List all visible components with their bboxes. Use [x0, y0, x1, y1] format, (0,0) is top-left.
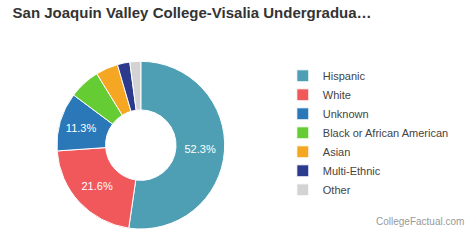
- svg-text:Multi-Ethnic: Multi-Ethnic: [323, 165, 381, 177]
- svg-text:Hispanic: Hispanic: [323, 70, 366, 82]
- svg-text:52.3%: 52.3%: [184, 143, 215, 155]
- svg-text:CollegeFactual.com: CollegeFactual.com: [376, 216, 464, 227]
- svg-text:Black or African American: Black or African American: [323, 127, 448, 139]
- svg-text:Other: Other: [323, 184, 351, 196]
- svg-text:Unknown: Unknown: [323, 108, 369, 120]
- svg-text:Asian: Asian: [323, 146, 351, 158]
- svg-text:San Joaquin Valley College-Vis: San Joaquin Valley College-Visalia Under…: [13, 4, 372, 21]
- svg-text:White: White: [323, 89, 351, 101]
- svg-text:21.6%: 21.6%: [81, 180, 112, 192]
- svg-text:11.3%: 11.3%: [66, 122, 97, 134]
